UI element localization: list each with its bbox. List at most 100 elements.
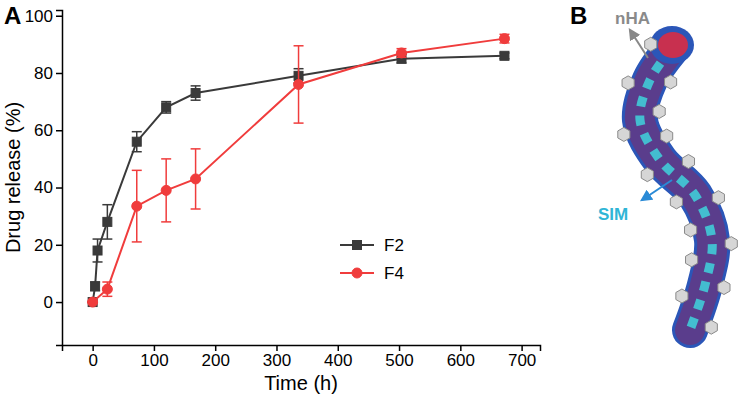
drug-dashes bbox=[640, 48, 713, 330]
marker bbox=[88, 297, 98, 307]
nha-particle bbox=[645, 37, 657, 51]
nha-particle bbox=[705, 320, 717, 334]
nha-particle bbox=[641, 168, 653, 182]
tube-outline bbox=[640, 48, 713, 330]
error-bar bbox=[102, 205, 112, 239]
legend: F2F4 bbox=[340, 236, 404, 283]
marker bbox=[162, 103, 171, 112]
legend-item: F2 bbox=[340, 236, 404, 255]
y-tick: 40 bbox=[34, 178, 62, 197]
error-bar-cap bbox=[102, 204, 112, 206]
error-bar-cap bbox=[93, 261, 103, 263]
error-bar bbox=[294, 46, 304, 123]
y-tick: 100 bbox=[25, 7, 62, 26]
legend-label: F2 bbox=[384, 236, 404, 255]
nha-particle bbox=[676, 289, 688, 303]
error-bar-cap bbox=[161, 101, 171, 103]
y-tick-mark bbox=[56, 187, 62, 189]
error-bar-cap bbox=[102, 281, 112, 283]
error-bar bbox=[93, 239, 103, 262]
error-bar-cap bbox=[132, 151, 142, 153]
error-bar-cap bbox=[161, 158, 171, 160]
error-bar-cap bbox=[191, 85, 201, 87]
legend-label: F4 bbox=[384, 264, 404, 283]
nha-particle bbox=[718, 281, 730, 295]
nha-particle bbox=[712, 191, 724, 205]
y-tick-label: 100 bbox=[25, 7, 53, 26]
error-bar-cap bbox=[294, 45, 304, 47]
marker bbox=[294, 79, 304, 89]
nha-particle bbox=[725, 237, 737, 251]
marker bbox=[103, 217, 112, 226]
y-tick-label: 80 bbox=[34, 64, 53, 83]
x-tick-label: 100 bbox=[140, 351, 168, 370]
marker bbox=[161, 185, 171, 195]
nha-particle bbox=[682, 154, 694, 168]
error-bar bbox=[397, 49, 407, 58]
x-tick-label: 0 bbox=[88, 351, 97, 370]
y-tick: 80 bbox=[34, 64, 62, 83]
error-bar-cap bbox=[102, 296, 112, 298]
x-tick: 600 bbox=[447, 345, 475, 370]
y-tick-mark bbox=[56, 245, 62, 247]
error-bar bbox=[90, 282, 100, 291]
error-bar bbox=[161, 102, 171, 113]
marker bbox=[191, 89, 200, 98]
x-tick-label: 400 bbox=[324, 351, 352, 370]
error-bar bbox=[191, 86, 201, 100]
legend-marker bbox=[352, 268, 362, 278]
panel-label: B bbox=[570, 2, 587, 29]
error-bar-cap bbox=[191, 208, 201, 210]
error-bar bbox=[132, 170, 142, 242]
x-tick-label: 300 bbox=[263, 351, 291, 370]
marker bbox=[88, 298, 97, 307]
nha-particle bbox=[653, 104, 665, 118]
nha-particle bbox=[670, 195, 682, 209]
y-tick-mark bbox=[56, 302, 62, 304]
marker bbox=[500, 51, 509, 60]
legend-marker bbox=[353, 241, 362, 250]
y-tick-label: 0 bbox=[44, 293, 53, 312]
plot-area bbox=[88, 34, 510, 307]
x-tick-label: 600 bbox=[447, 351, 475, 370]
y-tick: 60 bbox=[34, 121, 62, 140]
nha-particle bbox=[661, 129, 673, 143]
y-tick-label: 60 bbox=[34, 121, 53, 140]
error-bar-cap bbox=[93, 238, 103, 240]
nha-particle bbox=[618, 127, 630, 141]
x-axis-title: Time (h) bbox=[264, 372, 338, 394]
x-tick: 500 bbox=[385, 345, 413, 370]
marker bbox=[132, 137, 141, 146]
x-tick-label: 200 bbox=[202, 351, 230, 370]
series bbox=[88, 51, 510, 306]
marker bbox=[397, 48, 407, 58]
marker bbox=[91, 282, 100, 291]
y-tick: 0 bbox=[44, 293, 62, 312]
x-tick: 0 bbox=[88, 345, 97, 370]
x-tick: 400 bbox=[324, 345, 352, 370]
marker bbox=[93, 246, 102, 255]
y-tick-mark bbox=[56, 130, 62, 132]
y-axis-line bbox=[56, 11, 63, 346]
error-bar-cap bbox=[102, 238, 112, 240]
y-axis: 0 20 40 60 80 100 bbox=[25, 7, 63, 346]
y-tick: 20 bbox=[34, 236, 62, 255]
nha-label: nHA bbox=[615, 9, 650, 28]
sim-label: SIM bbox=[598, 205, 628, 224]
marker bbox=[499, 34, 509, 44]
x-tick: 200 bbox=[202, 345, 230, 370]
marker bbox=[132, 201, 142, 211]
y-tick-mark bbox=[56, 73, 62, 75]
y-tick-mark bbox=[56, 15, 62, 17]
x-tick: 300 bbox=[263, 345, 291, 370]
nha-particle bbox=[622, 76, 634, 90]
error-bar-cap bbox=[132, 131, 142, 133]
error-bar bbox=[132, 132, 142, 152]
series bbox=[88, 34, 510, 307]
error-bar-cap bbox=[191, 99, 201, 101]
error-bar bbox=[499, 34, 509, 43]
error-bar bbox=[102, 282, 112, 296]
nha-particle bbox=[686, 253, 698, 267]
nha-particle bbox=[665, 75, 677, 89]
legend-item: F4 bbox=[340, 264, 404, 283]
